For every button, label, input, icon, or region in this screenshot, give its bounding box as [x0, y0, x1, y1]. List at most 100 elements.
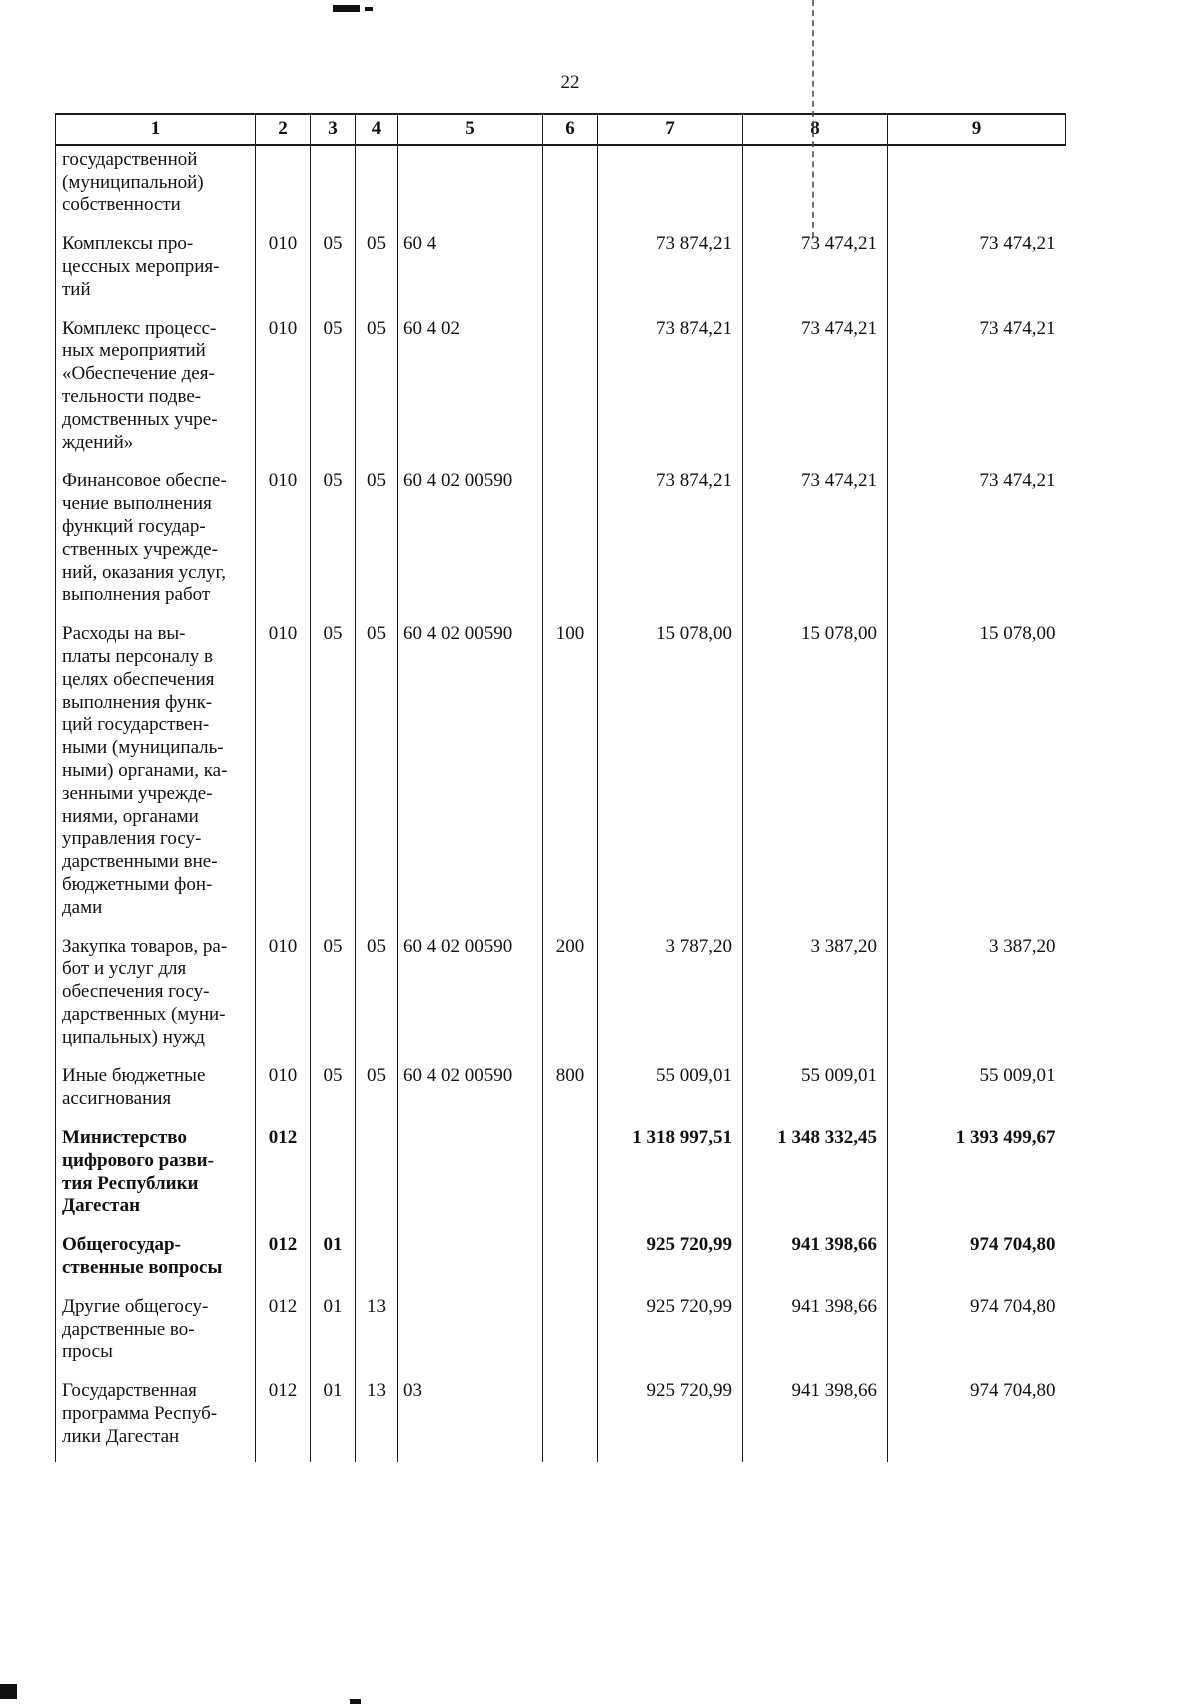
row-name-cell: Государственная программа Респуб- лики Д…: [55, 1377, 256, 1462]
row-value-cell: [542, 1124, 598, 1232]
row-value-cell: 03: [397, 1377, 543, 1462]
row-value-cell: 05: [310, 1062, 356, 1125]
row-value-cell: 1 348 332,45: [742, 1124, 888, 1232]
row-name-cell: Финансовое обеспе- чение выполнения функ…: [55, 467, 256, 621]
row-value-cell: [255, 144, 311, 231]
row-value-cell: 05: [355, 314, 398, 468]
row-value-cell: 13: [355, 1292, 398, 1378]
row-value-cell: [355, 144, 398, 231]
row-value-cell: 05: [355, 230, 398, 315]
row-value-cell: 05: [355, 620, 398, 933]
row-value-cell: [742, 144, 888, 231]
row-value-cell: 13: [355, 1377, 398, 1462]
row-value-cell: 55 009,01: [597, 1062, 743, 1125]
row-value-cell: [355, 1124, 398, 1232]
table-row: Финансовое обеспе- чение выполнения функ…: [55, 467, 1066, 621]
row-value-cell: 73 874,21: [597, 467, 743, 621]
row-value-cell: 012: [255, 1124, 311, 1232]
table-row: Закупка товаров, ра- бот и услуг для обе…: [55, 932, 1066, 1063]
scan-artifact: [0, 1684, 17, 1699]
row-value-cell: 941 398,66: [742, 1292, 888, 1378]
row-value-cell: 73 474,21: [742, 467, 888, 621]
row-name-cell: Расходы на вы- платы персоналу в целях о…: [55, 620, 256, 933]
row-value-cell: 15 078,00: [597, 620, 743, 933]
row-value-cell: 55 009,01: [742, 1062, 888, 1125]
row-value-cell: 60 4 02 00590: [397, 1062, 543, 1125]
row-value-cell: 100: [542, 620, 598, 933]
row-name-cell: Закупка товаров, ра- бот и услуг для обе…: [55, 932, 256, 1063]
row-value-cell: 3 787,20: [597, 932, 743, 1063]
table-body: государственной (муниципальной) собствен…: [55, 144, 1066, 1462]
table-row: Другие общегосу- дарственные во- просы 01…: [55, 1292, 1066, 1378]
column-header: 3: [310, 113, 356, 146]
table-row: Государственная программа Респуб- лики Д…: [55, 1377, 1066, 1462]
table-row: Комплексы про- цессных мероприя- тий 010 0…: [55, 230, 1066, 315]
row-value-cell: [397, 144, 543, 231]
row-value-cell: 800: [542, 1062, 598, 1125]
row-value-cell: [597, 144, 743, 231]
row-value-cell: 3 387,20: [887, 932, 1066, 1063]
row-value-cell: 60 4 02 00590: [397, 932, 543, 1063]
column-header: 1: [55, 113, 256, 146]
row-value-cell: [310, 1124, 356, 1232]
row-value-cell: 010: [255, 1062, 311, 1125]
row-value-cell: 010: [255, 314, 311, 468]
column-header: 8: [742, 113, 888, 146]
row-value-cell: 010: [255, 230, 311, 315]
row-name-cell: государственной (муниципальной) собствен…: [55, 144, 256, 231]
row-value-cell: [887, 144, 1066, 231]
scan-artifact: [365, 7, 373, 11]
column-header: 2: [255, 113, 311, 146]
row-value-cell: [542, 144, 598, 231]
row-value-cell: 010: [255, 467, 311, 621]
row-value-cell: 05: [310, 932, 356, 1063]
row-value-cell: 01: [310, 1377, 356, 1462]
row-value-cell: [310, 144, 356, 231]
row-value-cell: 012: [255, 1377, 311, 1462]
row-value-cell: 05: [310, 314, 356, 468]
row-value-cell: 925 720,99: [597, 1377, 743, 1462]
row-value-cell: 05: [310, 620, 356, 933]
row-value-cell: 05: [355, 932, 398, 1063]
row-value-cell: 012: [255, 1292, 311, 1378]
row-value-cell: [542, 1231, 598, 1293]
row-value-cell: [542, 1292, 598, 1378]
row-name-cell: Комплекс процесс- ных мероприятий «Обесп…: [55, 314, 256, 468]
row-value-cell: 73 474,21: [887, 467, 1066, 621]
scan-artifact: [350, 1699, 361, 1704]
row-name-cell: Комплексы про- цессных мероприя- тий: [55, 230, 256, 315]
row-value-cell: 010: [255, 932, 311, 1063]
row-value-cell: [542, 230, 598, 315]
row-value-cell: [355, 1231, 398, 1293]
row-value-cell: 73 474,21: [887, 230, 1066, 315]
page-number: 22: [560, 72, 580, 93]
row-value-cell: [542, 314, 598, 468]
row-value-cell: [542, 467, 598, 621]
row-value-cell: 010: [255, 620, 311, 933]
table-row: Министерство цифрового разви- тия Респуб…: [55, 1124, 1066, 1232]
table-row: Иные бюджетные ассигнования 010 05 05 60 4 0…: [55, 1062, 1066, 1125]
row-name-cell: Иные бюджетные ассигнования: [55, 1062, 256, 1125]
column-header: 4: [355, 113, 398, 146]
row-value-cell: [397, 1124, 543, 1232]
row-value-cell: 01: [310, 1292, 356, 1378]
row-value-cell: 974 704,80: [887, 1377, 1066, 1462]
row-value-cell: [397, 1292, 543, 1378]
row-value-cell: 73 474,21: [742, 230, 888, 315]
column-header: 6: [542, 113, 598, 146]
row-value-cell: 60 4 02 00590: [397, 620, 543, 933]
row-value-cell: 73 874,21: [597, 230, 743, 315]
row-value-cell: 73 874,21: [597, 314, 743, 468]
row-value-cell: 60 4: [397, 230, 543, 315]
row-name-cell: Другие общегосу- дарственные во- просы: [55, 1292, 256, 1378]
row-value-cell: 1 393 499,67: [887, 1124, 1066, 1232]
table-row: государственной (муниципальной) собствен…: [55, 144, 1066, 231]
row-value-cell: 60 4 02 00590: [397, 467, 543, 621]
column-header: 7: [597, 113, 743, 146]
row-value-cell: 05: [310, 230, 356, 315]
row-value-cell: 01: [310, 1231, 356, 1293]
table-row: Расходы на вы- платы персоналу в целях о…: [55, 620, 1066, 933]
